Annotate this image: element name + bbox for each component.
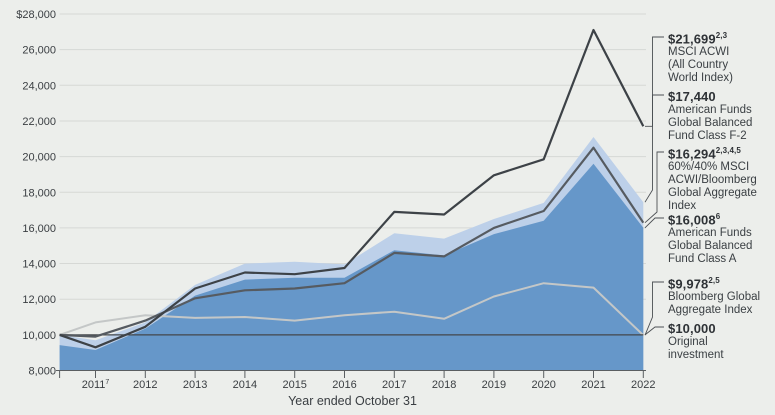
- y-axis-label: 8,000: [28, 366, 56, 378]
- x-axis-label: 2013: [183, 379, 207, 391]
- series-end-desc-line: World Index): [668, 72, 733, 85]
- series-line: [59, 28, 645, 349]
- series-end-desc-line: MSCI ACWI: [668, 46, 730, 59]
- series-end-desc-line: ACWI/Bloomberg: [668, 174, 757, 187]
- x-axis-label: 2016: [332, 379, 356, 391]
- x-axis-label: 2012: [133, 379, 157, 391]
- series-end-value: $21,6992,3: [668, 31, 728, 47]
- leader-line: [644, 94, 664, 203]
- series-end-desc-line: Aggregate Index: [668, 304, 753, 317]
- leader-line: [644, 217, 664, 229]
- x-axis-label: 2014: [233, 379, 257, 391]
- series-end-value: $17,440: [668, 89, 716, 104]
- series-end-value: $10,000: [668, 321, 716, 336]
- series-end-desc-line: investment: [668, 349, 724, 361]
- series-area: [59, 163, 644, 371]
- series-end-desc-line: American Funds: [668, 104, 752, 116]
- series-end-desc-line: 60%/40% MSCI: [668, 161, 750, 174]
- x-axis-label: 2022: [631, 379, 655, 391]
- y-axis-label: 14,000: [22, 259, 56, 271]
- y-axis-label: 22,000: [22, 116, 56, 128]
- x-axis-label: 2019: [482, 379, 506, 391]
- x-axis-label: 2017: [382, 379, 406, 391]
- y-axis-label: 20,000: [22, 152, 56, 164]
- series-line: [59, 146, 645, 338]
- y-axis-label: 18,000: [22, 187, 56, 199]
- x-axis-label: 2015: [282, 379, 306, 391]
- series-end-value: $16,2942,3,4,5: [668, 146, 741, 162]
- x-axis-label: 2020: [531, 379, 555, 391]
- y-axis-label: 26,000: [22, 45, 56, 57]
- series-end-desc-line: Global Balanced: [668, 117, 753, 129]
- series-end-desc-line: Bloomberg Global: [668, 291, 761, 304]
- y-axis-label: 10,000: [22, 330, 56, 342]
- series-end-desc-line: Fund Class A: [668, 253, 737, 266]
- x-axis-title: Year ended October 31: [288, 394, 417, 408]
- series-end-label: $21,6992,3 MSCI ACWI (All Country World Ind…: [668, 31, 774, 85]
- series-end-label: $16,0086 American Funds Global Balanced Fun…: [668, 212, 774, 266]
- series-end-desc-line: Fund Class F-2: [668, 130, 747, 142]
- y-axis-label: $28,000: [16, 9, 56, 21]
- series-end-label: $17,440 American Funds Global Balanced Fund…: [668, 89, 774, 143]
- series-end-desc-line: Global Aggregate: [668, 187, 757, 200]
- series-end-label: $10,000 Original investment: [668, 321, 774, 362]
- x-axis-label: 2018: [432, 379, 456, 391]
- series-end-desc-line: American Funds: [668, 227, 752, 240]
- y-axis-label: 12,000: [22, 294, 56, 306]
- x-axis-label: 2021: [581, 379, 605, 391]
- y-axis-label: 24,000: [22, 80, 56, 92]
- leader-line: [644, 151, 664, 224]
- series-end-label: $16,2942,3,4,5 60%/40% MSCI ACWI/Bloomberg…: [668, 146, 774, 213]
- series-end-label: $9,9782,5 Bloomberg Global Aggregate Index: [668, 276, 774, 317]
- y-axis-label: 16,000: [22, 223, 56, 235]
- series-end-value: $9,9782,5: [668, 276, 720, 292]
- series-end-desc-line: Original: [668, 336, 708, 348]
- leader-line: [644, 281, 664, 336]
- series-end-desc-line: Global Balanced: [668, 240, 753, 253]
- series-line: [59, 282, 644, 336]
- series-end-desc-line: Index: [668, 200, 697, 213]
- leader-line: [645, 36, 664, 127]
- series-end-desc-line: (All Country: [668, 59, 729, 72]
- series-end-value: $16,0086: [668, 212, 721, 228]
- x-axis-label: 20117: [82, 379, 110, 391]
- leader-line: [644, 326, 664, 336]
